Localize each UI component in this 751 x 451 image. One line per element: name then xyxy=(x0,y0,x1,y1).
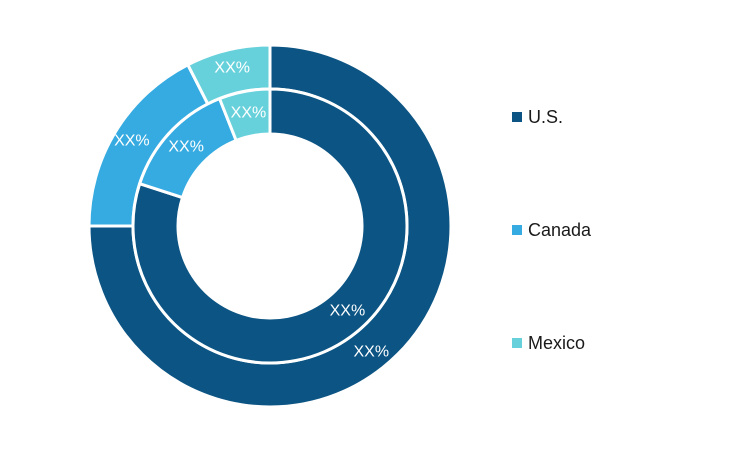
legend-item: Mexico xyxy=(512,333,585,353)
legend-label: Mexico xyxy=(528,333,585,353)
outer-ring-label-us: XX% xyxy=(354,344,390,361)
outer-ring-label-mexico: XX% xyxy=(214,60,250,77)
slice-labels: XX% XX% XX% XX% XX% XX% xyxy=(114,60,389,361)
donut-rings xyxy=(87,43,453,409)
legend-label: Canada xyxy=(528,220,592,240)
inner-ring-label-us: XX% xyxy=(330,302,366,319)
inner-ring-label-mexico: XX% xyxy=(231,104,267,121)
legend-swatch xyxy=(512,112,522,122)
legend-swatch xyxy=(512,338,522,348)
inner-ring-slice-mexico xyxy=(217,87,272,143)
legend-label: U.S. xyxy=(528,107,563,127)
inner-ring-label-canada: XX% xyxy=(168,138,204,155)
inner-ring-slice-us xyxy=(131,87,409,365)
legend-item: Canada xyxy=(512,220,592,240)
outer-ring-label-canada: XX% xyxy=(114,133,150,150)
legend-item: U.S. xyxy=(512,107,563,127)
legend: U.S. Canada Mexico xyxy=(512,107,592,353)
legend-swatch xyxy=(512,225,522,235)
